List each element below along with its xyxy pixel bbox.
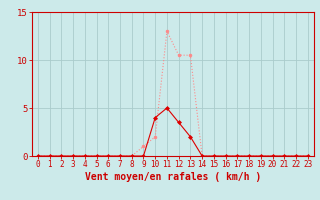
X-axis label: Vent moyen/en rafales ( km/h ): Vent moyen/en rafales ( km/h ) xyxy=(85,172,261,182)
